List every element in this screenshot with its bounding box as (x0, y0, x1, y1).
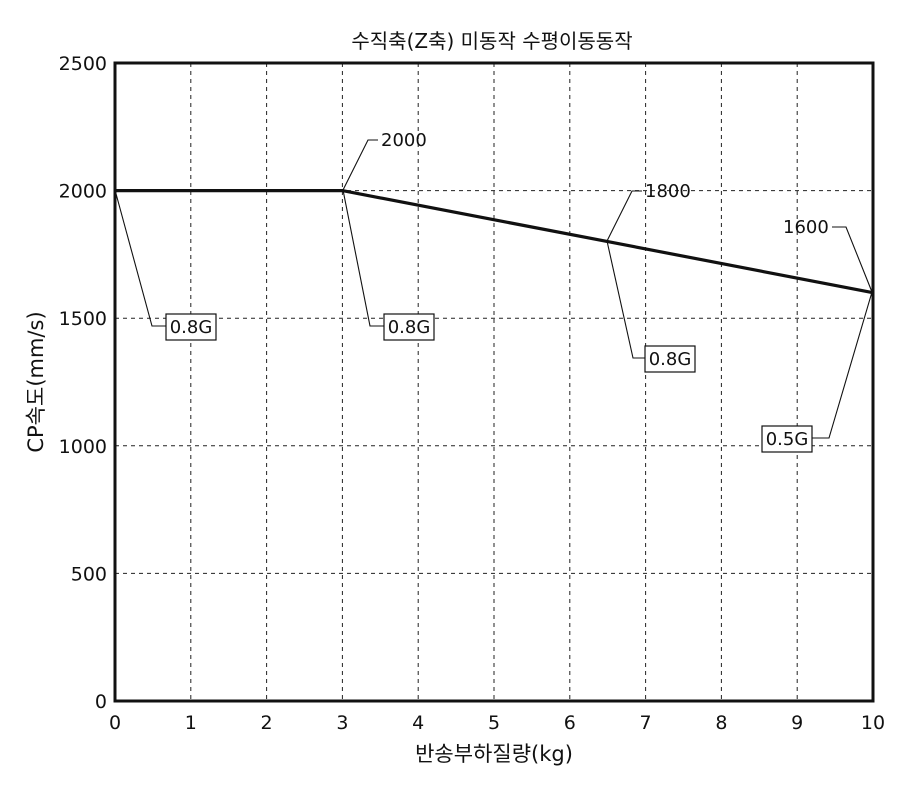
x-tick-label: 10 (861, 712, 885, 734)
y-axis-label: CP속도(mm/s) (24, 311, 48, 452)
series-line (115, 189, 874, 295)
y-tick-label: 1000 (59, 436, 107, 458)
leader-2000 (342, 139, 378, 191)
x-tick-label: 8 (715, 712, 727, 734)
x-tick-label: 1 (185, 712, 197, 734)
x-tick-label: 4 (412, 712, 424, 734)
accel-box-3 (644, 345, 696, 373)
leader-1600 (832, 226, 873, 293)
leader-1800 (606, 190, 642, 242)
accel-label-1: 0.8G (170, 317, 213, 338)
annotations: 2000 1800 1600 0.8G 0.8G 0.8G 0.5G (114, 130, 873, 453)
x-tick-label: 3 (336, 712, 348, 734)
x-tick-label: 6 (564, 712, 576, 734)
y-tick-label: 2000 (59, 181, 107, 203)
x-tick-label: 2 (261, 712, 273, 734)
annotation-1800: 1800 (645, 181, 691, 202)
annotation-1600: 1600 (783, 217, 829, 238)
accel-box-2 (383, 313, 435, 341)
accel-box-4 (761, 425, 813, 453)
leader-accel-3 (606, 240, 645, 359)
accel-label-2: 0.8G (388, 317, 431, 338)
x-tick-label: 9 (791, 712, 803, 734)
y-tick-label: 2500 (59, 53, 107, 75)
y-tick-label: 1500 (59, 308, 107, 330)
chart-title: 수직축(Z축) 미동작 수평이동동작 (351, 29, 632, 53)
x-tick-label: 0 (109, 712, 121, 734)
leader-accel-1 (114, 189, 166, 327)
leader-accel-4 (812, 291, 873, 439)
x-tick-label: 5 (488, 712, 500, 734)
x-tick-label: 7 (640, 712, 652, 734)
x-tick-labels: 0 1 2 3 4 5 6 7 8 9 10 (109, 712, 885, 734)
accel-label-4: 0.5G (766, 429, 809, 450)
y-tick-label: 0 (95, 691, 107, 713)
plot-frame (113, 61, 875, 703)
annotation-2000: 2000 (381, 130, 427, 151)
accel-box-1 (165, 313, 217, 341)
y-tick-label: 500 (71, 563, 107, 585)
y-tick-labels: 0 500 1000 1500 2000 2500 (59, 53, 107, 713)
leader-accel-2 (342, 189, 384, 327)
accel-label-3: 0.8G (649, 349, 692, 370)
x-axis-label: 반송부하질량(kg) (415, 742, 573, 766)
grid-lines (115, 63, 873, 701)
